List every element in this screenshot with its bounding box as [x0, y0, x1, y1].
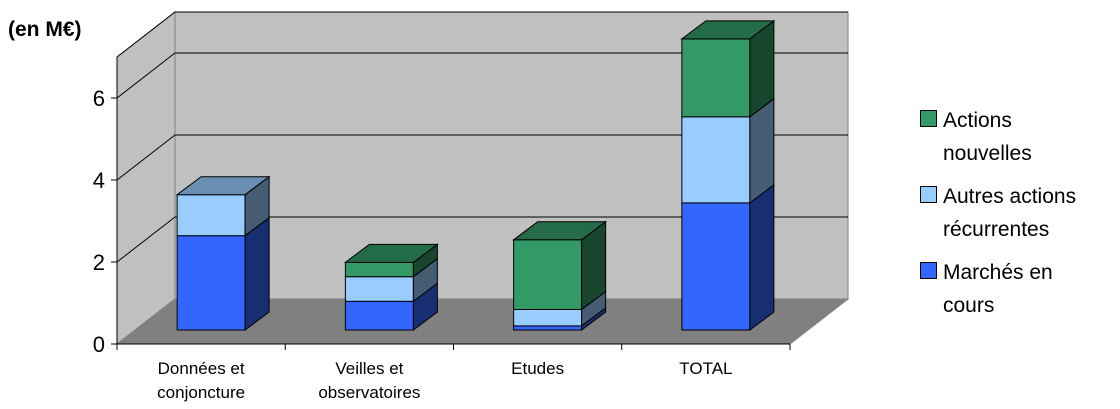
bar-segment-front [681, 202, 751, 331]
x-category-label: conjoncture [157, 383, 245, 402]
x-category-label: TOTAL [679, 359, 732, 378]
y-tick-label: 6 [93, 86, 105, 111]
bar-segment-front [344, 300, 414, 331]
gridline [116, 216, 848, 263]
legend-item-marches-en-cours: Marchés en cours [920, 256, 1120, 322]
bar-top [680, 20, 776, 40]
bar-segment-front [681, 38, 751, 118]
legend-swatch-autres-actions [920, 186, 937, 203]
legend-label-line: récurrentes [943, 218, 1050, 241]
x-category-label: Etudes [511, 359, 564, 378]
bar-segment-front [513, 309, 583, 327]
legend-label-marches-en-cours: Marchés en cours [943, 256, 1113, 322]
bar-segment-side [749, 183, 775, 331]
legend-label-line: nouvelles [943, 142, 1032, 165]
gridline [116, 134, 848, 181]
bar-top [175, 176, 271, 196]
legend-item-autres-actions: Autres actions récurrentes [920, 180, 1120, 246]
bar-segment-front [176, 235, 246, 331]
x-category-label: Données et [158, 359, 245, 378]
bar-segment-front [513, 239, 583, 310]
legend-swatch-actions-nouvelles [920, 110, 937, 127]
side-wall [116, 10, 176, 346]
bar-segment-front [513, 325, 583, 331]
legend-item-actions-nouvelles: Actions nouvelles [920, 104, 1120, 170]
legend: Actions nouvelles Autres actions récurre… [920, 104, 1120, 332]
y-tick-label: 0 [93, 332, 105, 357]
bar-segment-front [344, 261, 414, 278]
legend-label-line: Actions [943, 109, 1012, 132]
legend-label-line: Autres actions [943, 185, 1077, 208]
bar-top [343, 243, 439, 263]
gridline [116, 52, 848, 99]
y-tick-label: 2 [93, 250, 105, 275]
legend-label-line: cours [943, 294, 995, 317]
bar-segment-front [344, 276, 414, 302]
x-category-label: observatoires [318, 383, 420, 402]
legend-swatch-marches-en-cours [920, 262, 937, 279]
y-tick-label: 4 [93, 168, 105, 193]
unit-label: (en M€) [8, 18, 82, 41]
legend-label-actions-nouvelles: Actions nouvelles [943, 104, 1113, 170]
x-category-label: Veilles et [335, 359, 403, 378]
bar-top [512, 221, 608, 241]
bar-segment-front [681, 116, 751, 204]
bar-segment-side [244, 216, 270, 331]
gridline [116, 11, 848, 58]
legend-label-line: Marchés en [943, 261, 1053, 284]
legend-label-autres-actions: Autres actions récurrentes [943, 180, 1113, 246]
bar-segment-front [176, 194, 246, 237]
